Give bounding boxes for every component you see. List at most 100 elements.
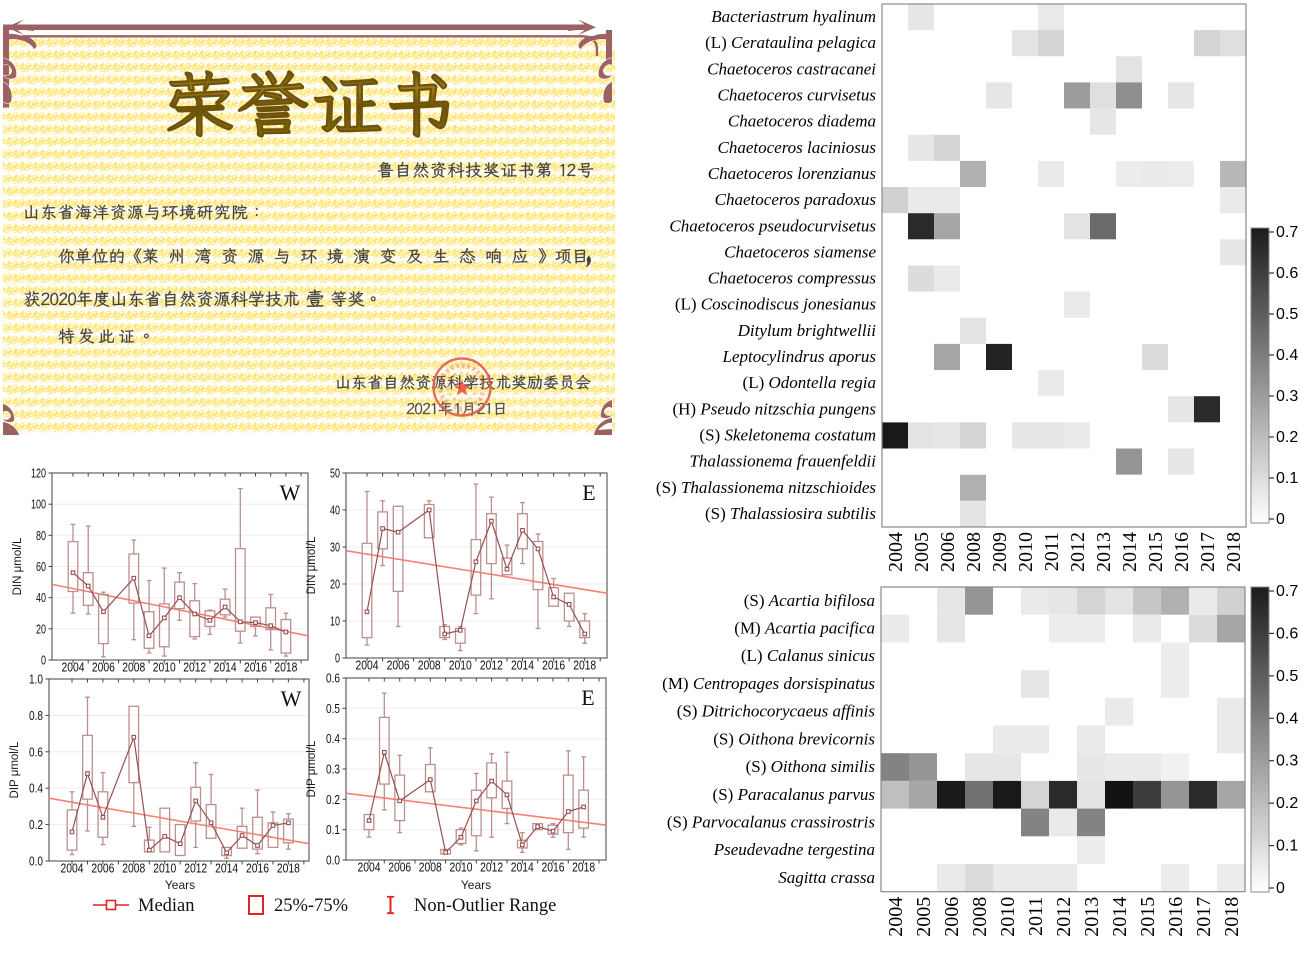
svg-text:Chaetoceros curvisetus: Chaetoceros curvisetus — [718, 86, 877, 105]
svg-text:2016: 2016 — [542, 861, 565, 875]
svg-text:(S) Oithona similis: (S) Oithona similis — [746, 757, 876, 776]
svg-text:0.6: 0.6 — [29, 745, 43, 759]
svg-text:0.1: 0.1 — [1276, 470, 1298, 487]
svg-text:(S) Parvocalanus crassirostris: (S) Parvocalanus crassirostris — [667, 813, 875, 832]
svg-text:0: 0 — [1276, 880, 1285, 897]
svg-text:(S) Thalassiosira subtilis: (S) Thalassiosira subtilis — [705, 504, 876, 523]
svg-text:0.1: 0.1 — [326, 823, 340, 837]
svg-text:0.3: 0.3 — [326, 763, 340, 777]
svg-text:2014: 2014 — [215, 862, 238, 876]
svg-text:2004: 2004 — [885, 532, 907, 572]
svg-text:0.2: 0.2 — [1276, 795, 1298, 812]
svg-text:0.0: 0.0 — [326, 854, 340, 868]
svg-text:2017: 2017 — [1197, 532, 1219, 572]
svg-text:(L) Calanus sinicus: (L) Calanus sinicus — [741, 646, 876, 665]
svg-text:0: 0 — [41, 654, 46, 668]
svg-text:2008: 2008 — [122, 661, 145, 675]
svg-text:(S) Thalassionema nitzschioide: (S) Thalassionema nitzschioides — [656, 478, 876, 497]
svg-text:0.3: 0.3 — [1276, 753, 1298, 770]
svg-text:2010: 2010 — [1015, 532, 1037, 572]
svg-text:(S) Paracalanus parvus: (S) Paracalanus parvus — [713, 785, 876, 804]
svg-text:2006: 2006 — [387, 659, 410, 673]
svg-text:(S) Acartia bifilosa: (S) Acartia bifilosa — [744, 591, 875, 610]
svg-text:2006: 2006 — [92, 661, 115, 675]
svg-text:2013: 2013 — [1093, 532, 1115, 572]
svg-text:25%-75%: 25%-75% — [274, 896, 348, 916]
svg-text:2005: 2005 — [913, 897, 935, 937]
svg-text:(S) Ditrichocorycaeus affinis: (S) Ditrichocorycaeus affinis — [677, 702, 876, 721]
svg-text:DIP μmol/L: DIP μmol/L — [306, 740, 318, 798]
svg-text:2018: 2018 — [573, 659, 596, 673]
svg-text:50: 50 — [330, 467, 340, 481]
svg-text:60: 60 — [36, 560, 46, 574]
svg-text:2012: 2012 — [480, 861, 503, 875]
svg-text:(M) Centropages dorsispinatus: (M) Centropages dorsispinatus — [662, 674, 875, 693]
svg-text:2012: 2012 — [480, 659, 503, 673]
svg-text:2006: 2006 — [388, 861, 411, 875]
svg-text:0.2: 0.2 — [326, 793, 340, 807]
svg-text:2008: 2008 — [122, 862, 145, 876]
svg-text:2016: 2016 — [1165, 897, 1187, 937]
svg-text:0.0: 0.0 — [29, 855, 43, 869]
svg-text:2010: 2010 — [997, 897, 1019, 937]
svg-text:0.5: 0.5 — [1276, 306, 1298, 323]
svg-text:2015: 2015 — [1137, 897, 1159, 937]
svg-text:2004: 2004 — [358, 861, 381, 875]
svg-text:(L) Coscinodiscus jonesianus: (L) Coscinodiscus jonesianus — [675, 295, 877, 314]
svg-text:2014: 2014 — [511, 659, 534, 673]
svg-text:2011: 2011 — [1025, 897, 1047, 936]
svg-text:E: E — [582, 480, 595, 505]
svg-text:2004: 2004 — [62, 661, 85, 675]
svg-text:Chaetoceros pseudocurvisetus: Chaetoceros pseudocurvisetus — [669, 216, 876, 235]
svg-text:40: 40 — [36, 591, 46, 605]
svg-text:Chaetoceros lorenzianus: Chaetoceros lorenzianus — [708, 164, 877, 183]
svg-text:2018: 2018 — [1221, 897, 1243, 937]
svg-text:(L) Cerataulina pelagica: (L) Cerataulina pelagica — [705, 33, 876, 52]
svg-text:E: E — [581, 685, 594, 710]
svg-text:10: 10 — [330, 615, 340, 629]
svg-text:Ditylum brightwellii: Ditylum brightwellii — [737, 321, 877, 340]
svg-text:2018: 2018 — [1223, 532, 1245, 572]
svg-text:2005: 2005 — [911, 532, 933, 572]
svg-text:2010: 2010 — [449, 659, 472, 673]
svg-text:Chaetoceros castracanei: Chaetoceros castracanei — [707, 59, 876, 78]
svg-text:2010: 2010 — [153, 661, 176, 675]
svg-text:80: 80 — [36, 529, 46, 543]
svg-text:2009: 2009 — [989, 532, 1011, 572]
svg-text:W: W — [280, 480, 301, 505]
svg-text:2014: 2014 — [511, 861, 534, 875]
svg-text:(M) Acartia pacifica: (M) Acartia pacifica — [734, 619, 875, 638]
svg-text:2017: 2017 — [1193, 897, 1215, 937]
svg-text:20: 20 — [330, 578, 340, 592]
svg-text:2011: 2011 — [1041, 532, 1063, 571]
svg-text:0.4: 0.4 — [326, 732, 340, 746]
svg-text:0.7: 0.7 — [1276, 224, 1298, 241]
svg-text:Median: Median — [138, 896, 195, 916]
svg-text:2018: 2018 — [277, 862, 300, 876]
svg-text:0.4: 0.4 — [1276, 710, 1298, 727]
svg-text:2018: 2018 — [572, 861, 595, 875]
svg-text:2006: 2006 — [941, 897, 963, 937]
svg-text:2016: 2016 — [1171, 532, 1193, 572]
svg-text:2008: 2008 — [418, 659, 441, 673]
svg-text:2010: 2010 — [153, 862, 176, 876]
svg-text:Years: Years — [461, 878, 491, 892]
svg-text:(S) Oithona brevicornis: (S) Oithona brevicornis — [713, 729, 875, 748]
svg-text:2016: 2016 — [244, 661, 267, 675]
svg-text:2014: 2014 — [1109, 897, 1131, 937]
svg-text:0: 0 — [1276, 511, 1285, 528]
svg-text:2012: 2012 — [1067, 532, 1089, 572]
svg-text:2008: 2008 — [963, 532, 985, 572]
svg-text:0.2: 0.2 — [29, 818, 43, 832]
svg-text:2013: 2013 — [1081, 897, 1103, 937]
svg-text:DIP μmol/L: DIP μmol/L — [9, 741, 21, 799]
svg-text:Non-Outlier Range: Non-Outlier Range — [414, 896, 556, 916]
svg-text:Chaetoceros paradoxus: Chaetoceros paradoxus — [715, 190, 877, 209]
svg-text:Pseudevadne tergestina: Pseudevadne tergestina — [713, 840, 875, 859]
svg-text:(S) Skeletonema costatum: (S) Skeletonema costatum — [699, 426, 876, 445]
svg-text:Bacteriastrum hyalinum: Bacteriastrum hyalinum — [711, 7, 876, 26]
svg-text:2008: 2008 — [419, 861, 442, 875]
svg-text:Chaetoceros diadema: Chaetoceros diadema — [728, 112, 876, 131]
svg-text:2016: 2016 — [246, 862, 269, 876]
svg-text:Sagitta crassa: Sagitta crassa — [778, 868, 875, 887]
